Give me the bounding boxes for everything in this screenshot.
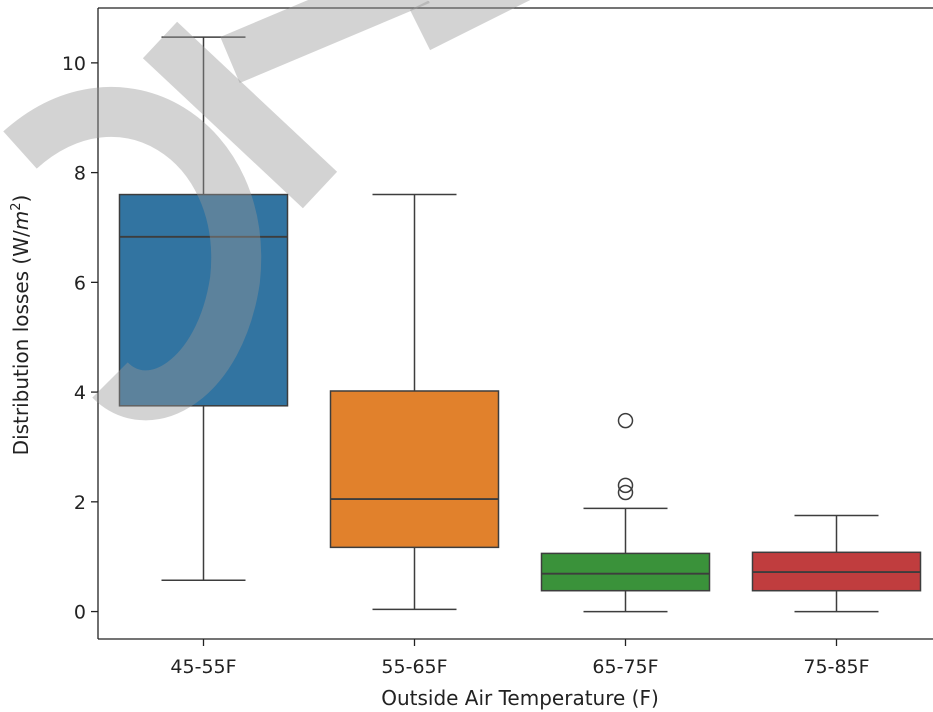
box-65-75F bbox=[540, 412, 711, 613]
x-tick-label: 55-65F bbox=[381, 656, 447, 678]
x-tick-label: 75-85F bbox=[803, 656, 869, 678]
y-axis-title-unit-exp: 2 bbox=[9, 202, 24, 210]
iqr-box bbox=[329, 390, 500, 549]
y-axis-title: Distribution losses (W/m2) bbox=[9, 195, 33, 456]
x-tick-label: 45-55F bbox=[170, 656, 236, 678]
y-tick-label: 4 bbox=[74, 382, 86, 404]
y-axis-title-unit-base: m bbox=[9, 211, 33, 230]
outlier-point bbox=[617, 412, 634, 429]
x-tick-label: 65-75F bbox=[592, 656, 658, 678]
axes bbox=[97, 7, 933, 640]
y-tick-label: 2 bbox=[74, 492, 86, 514]
y-tick-label: 10 bbox=[62, 53, 86, 75]
x-ticks: 45-55F 55-65F 65-75F 75-85F bbox=[170, 639, 870, 678]
y-tick-label: 8 bbox=[74, 163, 86, 185]
y-tick-label: 6 bbox=[74, 272, 86, 294]
x-axis-title: Outside Air Temperature (F) bbox=[381, 686, 659, 710]
y-ticks: 0 2 4 6 8 10 bbox=[62, 53, 98, 624]
iqr-box bbox=[540, 552, 711, 592]
y-tick-label: 0 bbox=[74, 602, 86, 624]
box-55-65F bbox=[329, 193, 500, 611]
box-75-85F bbox=[751, 514, 922, 613]
iqr-box bbox=[118, 193, 289, 407]
outlier-point bbox=[617, 477, 634, 494]
box-series bbox=[118, 36, 922, 613]
box-45-55F bbox=[118, 36, 289, 582]
y-axis-title-prefix: Distribution losses (W/ bbox=[9, 230, 33, 455]
y-axis-title-suffix: ) bbox=[9, 195, 33, 203]
outlier-point bbox=[617, 484, 634, 501]
